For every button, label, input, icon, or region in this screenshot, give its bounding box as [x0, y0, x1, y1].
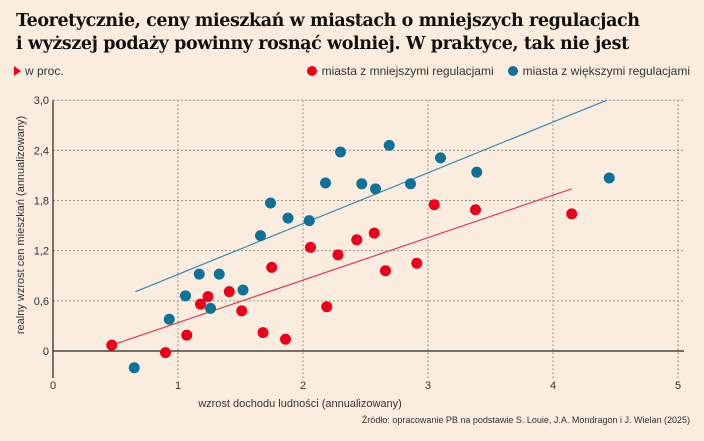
data-point-series-0	[411, 257, 423, 269]
data-point-series-1	[237, 284, 249, 296]
data-point-series-1	[335, 146, 346, 158]
data-point-series-1	[603, 172, 615, 184]
data-point-series-0	[470, 204, 481, 216]
grid-lines	[53, 99, 684, 378]
tick-labels: 0 0,6 1,2 1,8 2,4 3,0 0 1 2 3 4 5	[34, 95, 681, 392]
data-point-series-1	[303, 215, 315, 227]
data-point-series-1	[128, 362, 140, 374]
title-line-2: i wyższej podaży powinny rosnąć wolniej.…	[16, 34, 629, 54]
legend: miasta z mniejszymi regulacjami miasta z…	[293, 64, 690, 78]
legend-label: miasta z większymi regulacjami	[522, 64, 690, 78]
data-point-series-0	[106, 339, 118, 351]
y-axis-label: realny wzrost cen mieszkań (annualizowan…	[15, 116, 27, 334]
source-note: Źródło: opracowanie PB na podstawie S. L…	[361, 415, 690, 425]
trend-line-0	[111, 188, 572, 346]
legend-item-less-regulation: miasta z mniejszymi regulacjami	[306, 64, 494, 78]
data-point-series-1	[405, 178, 416, 190]
data-point-series-0	[380, 265, 391, 277]
legend-dot-red-icon	[306, 66, 317, 76]
data-point-series-0	[181, 329, 193, 341]
data-point-series-0	[566, 208, 578, 220]
data-point-series-1	[471, 166, 483, 178]
data-point-series-0	[351, 234, 363, 246]
data-point-series-0	[236, 305, 248, 317]
x-tick-label: 1	[175, 380, 181, 392]
legend-dot-blue-icon	[507, 66, 518, 76]
x-axis-label: wzrost dochodu ludności (annualizowany)	[197, 398, 402, 410]
data-point-series-1	[265, 197, 276, 209]
data-point-series-1	[180, 290, 191, 302]
data-point-series-1	[356, 178, 368, 190]
unit-text: w proc.	[25, 64, 64, 78]
data-point-series-0	[223, 286, 235, 298]
x-tick-label: 4	[550, 380, 556, 392]
y-tick-label: 1,2	[34, 246, 49, 258]
unit-label: w proc.	[14, 64, 64, 78]
data-point-series-0	[305, 241, 316, 253]
y-tick-label: 1,8	[34, 196, 49, 208]
legend-item-more-regulation: miasta z większymi regulacjami	[507, 64, 690, 78]
data-point-series-0	[368, 227, 380, 239]
data-point-series-0	[257, 327, 269, 339]
data-point-series-1	[255, 230, 266, 242]
data-point-series-1	[383, 139, 395, 151]
axes	[52, 100, 684, 378]
data-point-series-1	[320, 177, 331, 189]
y-tick-label: 0,6	[34, 296, 49, 308]
data-point-series-0	[321, 301, 333, 313]
data-point-series-1	[205, 302, 216, 314]
data-point-series-0	[202, 291, 214, 303]
data-point-series-0	[195, 298, 206, 310]
trend-line-1	[135, 99, 607, 293]
legend-label: miasta z mniejszymi regulacjami	[321, 64, 494, 78]
x-tick-label: 3	[425, 380, 431, 392]
data-point-series-0	[332, 249, 344, 261]
x-tick-label: 2	[300, 380, 306, 392]
x-tick-label: 0	[50, 380, 56, 392]
x-tick-label: 5	[675, 380, 681, 392]
data-points	[106, 139, 615, 374]
chart-title: Teoretycznie, ceny mieszkań w miastach o…	[16, 10, 696, 56]
title-line-1: Teoretycznie, ceny mieszkań w miastach o…	[16, 11, 640, 31]
data-point-series-1	[435, 152, 446, 164]
y-tick-label: 2,4	[34, 145, 49, 157]
data-point-series-0	[266, 261, 278, 273]
data-point-series-0	[428, 199, 440, 211]
data-point-series-1	[213, 268, 225, 280]
trend-lines	[111, 99, 607, 346]
data-point-series-1	[370, 183, 381, 195]
data-point-series-1	[193, 268, 205, 280]
data-point-series-0	[160, 347, 171, 359]
data-point-series-1	[163, 313, 175, 325]
data-point-series-0	[280, 333, 291, 345]
y-tick-label: 3,0	[34, 95, 49, 107]
y-tick-label: 0	[43, 346, 49, 358]
triangle-marker-icon	[14, 66, 21, 76]
data-point-series-1	[282, 212, 294, 224]
